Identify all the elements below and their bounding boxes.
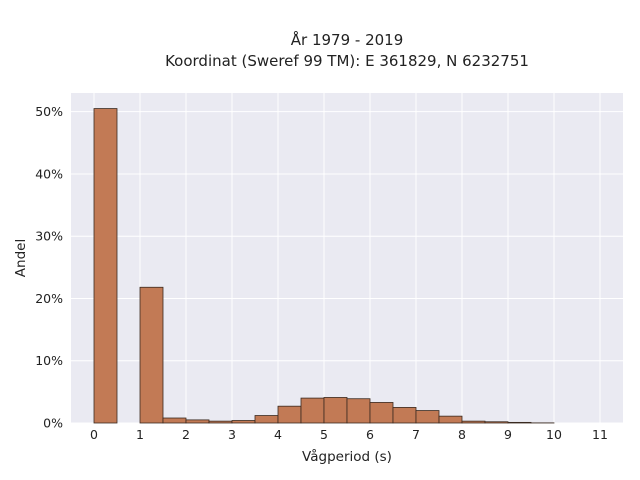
histogram-bar [392, 407, 417, 424]
grid-lines [71, 93, 623, 424]
x-axis-label: Vågperiod (s) [302, 448, 392, 465]
histogram-bar [300, 397, 325, 424]
histogram-bar [254, 415, 279, 424]
bars [93, 108, 555, 424]
histogram-bar [484, 421, 509, 424]
x-tick-label: 5 [320, 427, 328, 442]
x-tick-label: 6 [366, 427, 374, 442]
histogram-bar [438, 415, 463, 424]
histogram-bar [231, 420, 256, 424]
y-tick-label: 30% [35, 229, 63, 244]
y-tick-label: 40% [35, 166, 63, 181]
x-tick-label: 11 [592, 427, 608, 442]
histogram-bar [162, 417, 187, 424]
y-tick-labels: 0% 10% 20% 30% 40% 50% [35, 104, 63, 430]
x-tick-label: 9 [504, 427, 512, 442]
histogram-bar [323, 397, 348, 424]
x-tick-label: 1 [136, 427, 144, 442]
x-tick-label: 7 [412, 427, 420, 442]
histogram-bar [139, 286, 164, 424]
y-tick-label: 20% [35, 291, 63, 306]
histogram-bar [208, 420, 233, 424]
histogram-bar [461, 420, 486, 424]
x-tick-label: 8 [458, 427, 466, 442]
histogram-bar [93, 108, 118, 424]
histogram-bar [415, 410, 440, 424]
histogram-bar [507, 421, 532, 424]
histogram-bar [346, 398, 371, 424]
chart-title: År 1979 - 2019 [291, 30, 404, 49]
x-tick-label: 10 [546, 427, 562, 442]
chart-subtitle: Koordinat (Sweref 99 TM): E 361829, N 62… [165, 52, 529, 70]
y-tick-label: 50% [35, 104, 63, 119]
histogram-bar [369, 402, 394, 424]
histogram-bar [277, 405, 302, 424]
x-tick-label: 4 [274, 427, 282, 442]
x-tick-labels: 0 1 2 3 4 5 6 7 8 9 10 11 [90, 427, 608, 442]
x-tick-label: 3 [228, 427, 236, 442]
x-tick-label: 0 [90, 427, 98, 442]
histogram-bar [185, 419, 210, 424]
y-axis-label: Andel [13, 239, 29, 277]
y-tick-label: 10% [35, 353, 63, 368]
x-tick-label: 2 [182, 427, 190, 442]
y-tick-label: 0% [43, 416, 63, 431]
